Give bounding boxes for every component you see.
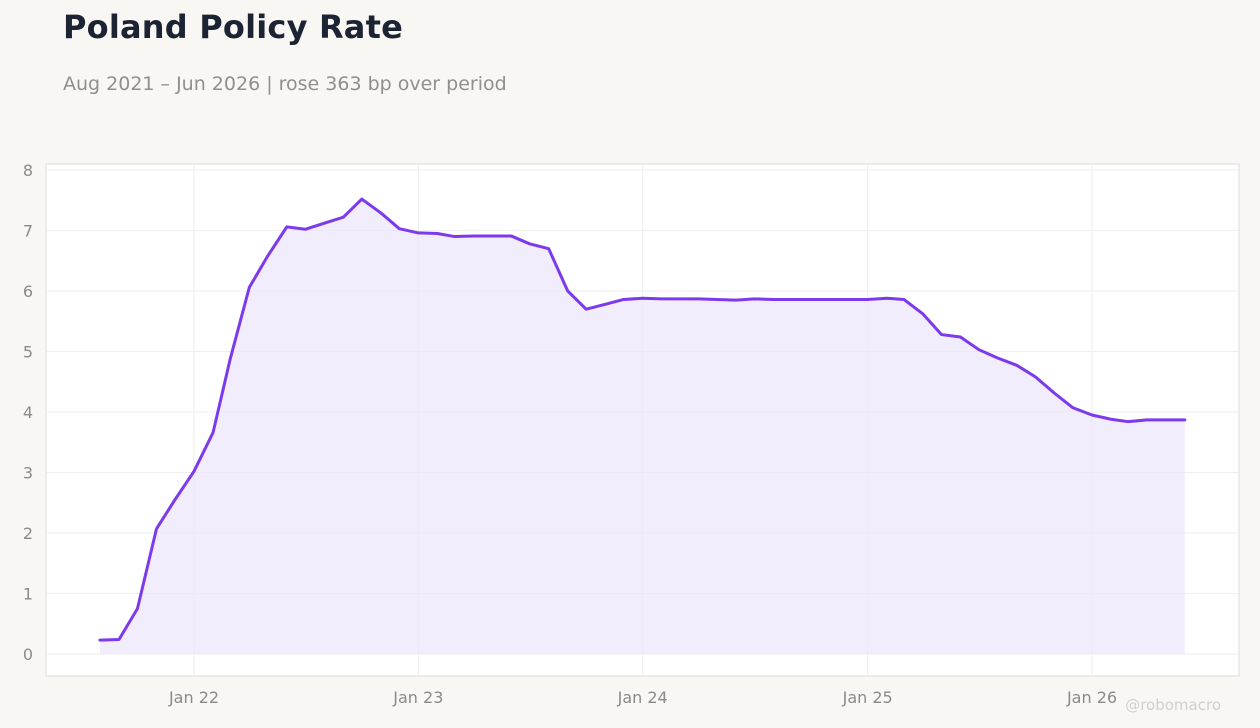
data-point: [678, 298, 680, 300]
y-tick-label: 2: [23, 524, 33, 543]
data-point: [118, 638, 120, 640]
data-point: [567, 290, 569, 292]
data-point: [528, 243, 530, 245]
data-point: [417, 232, 419, 234]
data-point: [940, 333, 942, 335]
data-point: [716, 298, 718, 300]
y-tick-label: 8: [23, 161, 33, 180]
data-point: [453, 235, 455, 237]
data-point: [212, 431, 214, 433]
data-point: [922, 313, 924, 315]
x-tick-label: Jan 23: [392, 688, 443, 707]
x-tick-label: Jan 25: [842, 688, 893, 707]
data-point: [380, 212, 382, 214]
data-point: [229, 358, 231, 360]
data-point: [1146, 419, 1148, 421]
data-point: [903, 298, 905, 300]
data-point: [641, 297, 643, 299]
data-point: [791, 298, 793, 300]
data-point: [1053, 392, 1055, 394]
series-line: [98, 197, 1187, 642]
data-point: [772, 298, 774, 300]
data-point: [886, 297, 888, 299]
data-point: [847, 298, 849, 300]
data-point: [829, 298, 831, 300]
y-tick-label: 6: [23, 282, 33, 301]
series-area: [99, 199, 1185, 655]
x-axis-ticks: Jan 22 Jan 23 Jan 24 Jan 25 Jan 26: [168, 688, 1117, 707]
data-point: [248, 286, 250, 288]
data-point: [342, 216, 344, 218]
data-point: [753, 298, 755, 300]
data-point: [585, 308, 587, 310]
y-axis-ticks: 0 1 2 3 4 5 6 7 8: [23, 161, 33, 664]
data-point: [978, 348, 980, 350]
data-point: [1034, 376, 1036, 378]
data-point: [1127, 420, 1129, 422]
data-point: [491, 235, 493, 237]
data-point: [286, 226, 288, 228]
y-tick-label: 1: [23, 585, 33, 604]
data-point: [323, 222, 325, 224]
data-point: [959, 336, 961, 338]
data-point: [267, 255, 269, 257]
data-point: [304, 228, 306, 230]
data-point: [547, 247, 549, 249]
x-tick-label: Jan 22: [168, 688, 219, 707]
watermark: @robomacro: [1125, 696, 1221, 714]
data-point: [604, 303, 606, 305]
data-point: [472, 235, 474, 237]
x-tick-label: Jan 26: [1066, 688, 1117, 707]
y-tick-label: 3: [23, 464, 33, 483]
data-point: [866, 298, 868, 300]
data-point: [735, 299, 737, 301]
data-point: [1016, 364, 1018, 366]
data-point: [99, 639, 101, 641]
y-tick-label: 4: [23, 403, 33, 422]
data-point: [193, 470, 195, 472]
data-point: [1110, 418, 1112, 420]
data-point: [997, 357, 999, 359]
data-point: [1072, 407, 1074, 409]
data-point: [661, 298, 663, 300]
data-point: [361, 198, 363, 200]
y-tick-label: 0: [23, 645, 33, 664]
data-point: [622, 298, 624, 300]
data-point: [810, 298, 812, 300]
data-point: [155, 528, 157, 530]
data-point: [1091, 414, 1093, 416]
data-point: [1165, 419, 1167, 421]
data-point: [436, 232, 438, 234]
data-point: [510, 235, 512, 237]
y-tick-label: 7: [23, 222, 33, 241]
chart-title: Poland Policy Rate: [63, 8, 404, 46]
data-point: [697, 298, 699, 300]
chart-subtitle: Aug 2021 – Jun 2026 | rose 363 bp over p…: [63, 73, 507, 95]
x-tick-label: Jan 24: [617, 688, 668, 707]
data-point: [1184, 419, 1186, 421]
data-point: [398, 227, 400, 229]
y-tick-label: 5: [23, 343, 33, 362]
data-point: [174, 499, 176, 501]
data-point: [136, 607, 138, 609]
